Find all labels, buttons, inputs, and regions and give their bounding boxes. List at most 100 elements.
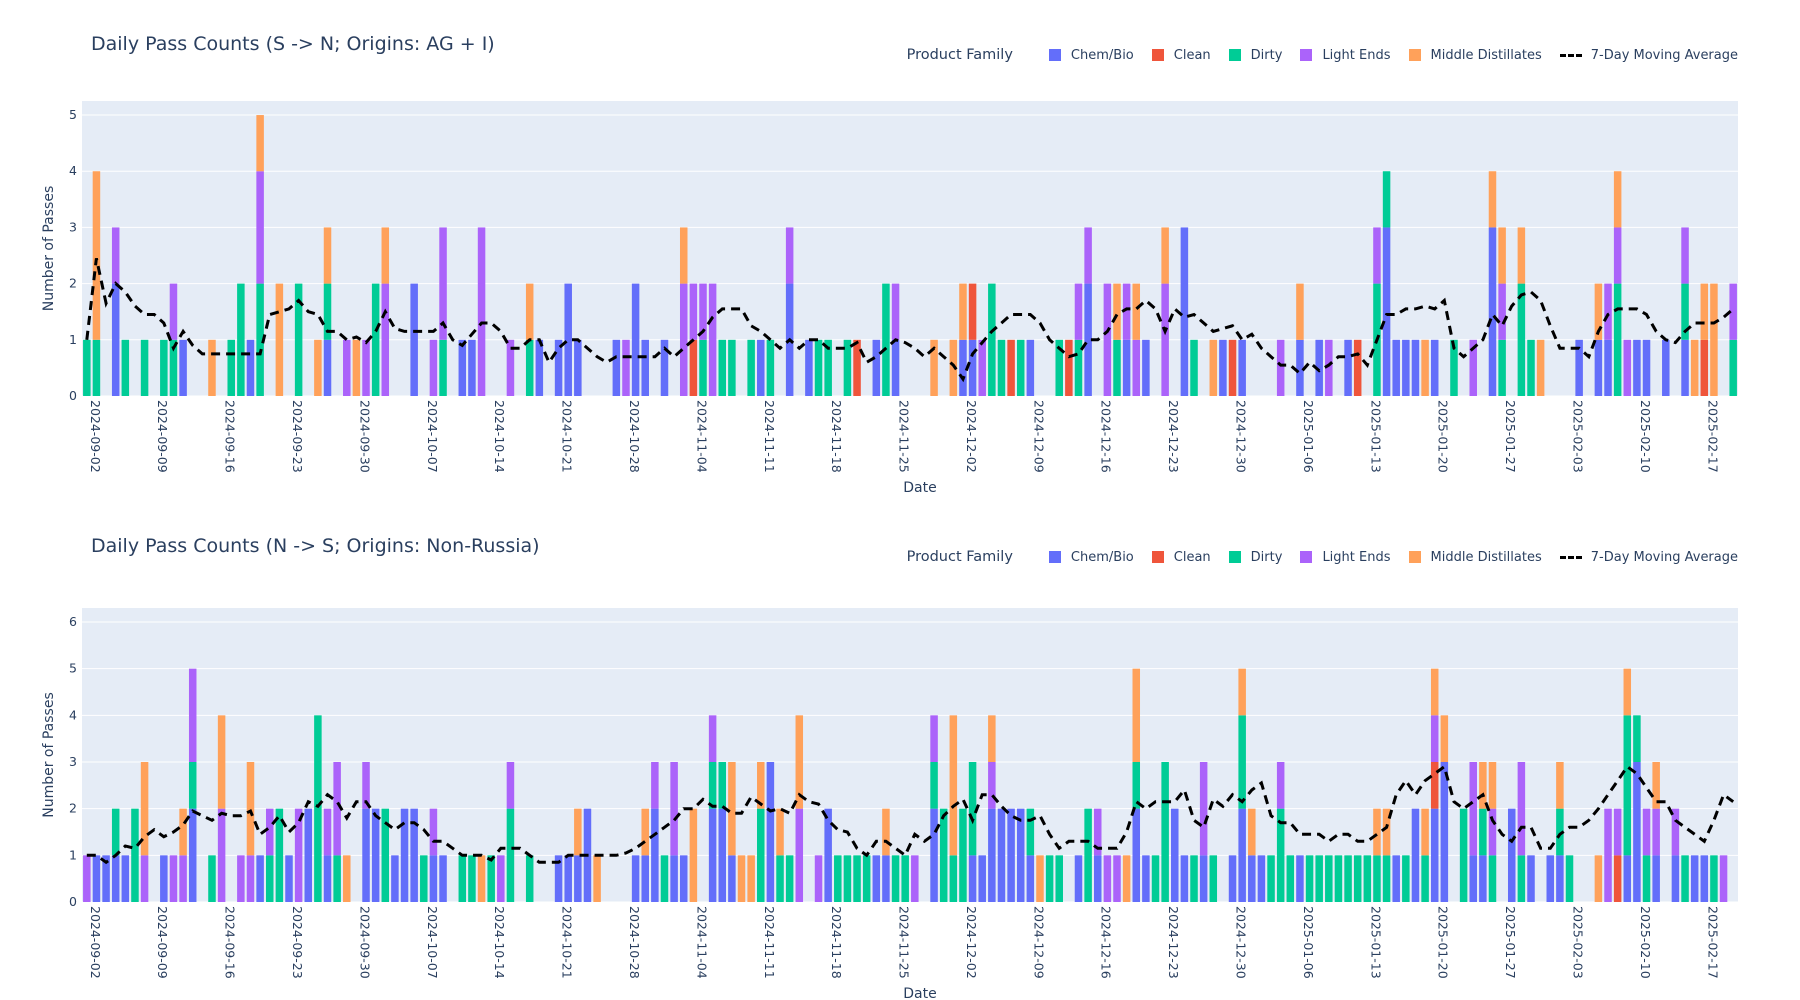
- bar-clean: [1007, 339, 1015, 396]
- bar-middle-distillates: [679, 227, 688, 284]
- bar-clean: [1613, 855, 1622, 902]
- legend-item-chem-bio[interactable]: Chem/Bio: [1048, 550, 1134, 565]
- bar-middle-distillates: [1440, 715, 1449, 762]
- x-tick-label: 2024-11-04: [694, 400, 709, 473]
- bar-chem-bio: [1382, 227, 1391, 396]
- bar-chem-bio: [766, 762, 775, 902]
- bar-chem-bio: [1633, 339, 1641, 396]
- bar-middle-distillates: [728, 762, 736, 856]
- legend-item-clean[interactable]: Clean: [1151, 550, 1211, 565]
- bar-chem-bio: [1180, 227, 1189, 396]
- x-tick-label: 2025-01-06: [1301, 400, 1316, 473]
- bar-chem-bio: [882, 855, 890, 902]
- bar-dirty: [757, 808, 765, 902]
- bar-dirty: [988, 283, 996, 396]
- legend: Product Family Chem/Bio Clean Dirty Ligh…: [907, 549, 1738, 565]
- bar-middle-distillates: [525, 283, 534, 340]
- bar-dirty: [1613, 283, 1622, 396]
- bar-chem-bio: [188, 808, 197, 902]
- bar-dirty: [1363, 855, 1372, 902]
- bar-chem-bio: [1507, 808, 1516, 902]
- bar-light-ends: [930, 715, 938, 762]
- bar-middle-distillates: [1238, 668, 1246, 716]
- bar-light-ends: [1276, 339, 1285, 396]
- legend-item-light-ends[interactable]: Light Ends: [1300, 550, 1391, 565]
- bar-chem-bio: [256, 855, 264, 902]
- bar-dirty: [371, 283, 380, 396]
- bar-middle-distillates: [574, 808, 582, 856]
- bar-dirty: [776, 855, 784, 902]
- x-tick-label: 2024-09-16: [223, 906, 238, 979]
- legend-item-moving-average[interactable]: 7-Day Moving Average: [1559, 48, 1738, 63]
- bar-light-ends: [699, 283, 707, 340]
- legend-item-middle-distillates[interactable]: Middle Distillates: [1408, 48, 1542, 63]
- bar-middle-distillates: [179, 808, 187, 856]
- bar-chem-bio: [997, 808, 1006, 902]
- bar-light-ends: [246, 855, 255, 902]
- bar-dirty: [901, 855, 909, 902]
- bar-dirty: [468, 855, 476, 902]
- x-tick-label: 2024-12-16: [1099, 906, 1114, 979]
- bar-chem-bio: [641, 855, 649, 902]
- bar-light-ends: [497, 855, 505, 902]
- bar-middle-distillates: [949, 339, 958, 396]
- bar-chem-bio: [1238, 808, 1246, 902]
- chart-plot-area: 0 1 2 3 4 5 2024-09-02 2024-09-09 2024-09-16 2024…: [41, 101, 1738, 496]
- bar-light-ends: [140, 855, 149, 902]
- bar-chem-bio: [554, 855, 563, 902]
- bar-light-ends: [1373, 227, 1381, 284]
- x-tick-label: 2024-11-25: [897, 906, 912, 979]
- bar-chem-bio: [631, 283, 640, 396]
- bar-dirty: [814, 339, 823, 396]
- bar-dirty: [381, 808, 390, 902]
- bar-middle-distillates: [352, 339, 361, 396]
- bar-chem-bio: [1546, 855, 1555, 902]
- bar-middle-distillates: [1373, 808, 1381, 856]
- y-tick-label: 1: [69, 847, 77, 862]
- bar-dirty: [487, 855, 495, 902]
- legend-item-moving-average[interactable]: 7-Day Moving Average: [1559, 550, 1738, 565]
- bar-light-ends: [169, 855, 178, 902]
- bar-middle-distillates: [246, 762, 255, 856]
- bar-chem-bio: [1594, 339, 1603, 396]
- bar-chem-bio: [1257, 855, 1266, 902]
- x-tick-label: 2025-02-10: [1638, 906, 1653, 979]
- legend-item-dirty[interactable]: Dirty: [1228, 48, 1282, 63]
- bar-dirty: [1325, 855, 1333, 902]
- bar-clean: [1700, 339, 1709, 396]
- bar-chem-bio: [1074, 855, 1083, 902]
- bar-chem-bio: [468, 339, 476, 396]
- legend-item-clean[interactable]: Clean: [1151, 48, 1211, 63]
- bar-chem-bio: [891, 339, 900, 396]
- bar-clean: [1430, 762, 1439, 809]
- bar-dirty: [1382, 855, 1391, 902]
- bar-dirty: [237, 283, 245, 396]
- bar-dirty: [111, 808, 120, 856]
- legend-item-middle-distillates[interactable]: Middle Distillates: [1408, 550, 1542, 565]
- bar-chem-bio: [410, 283, 418, 396]
- bar-dirty: [882, 283, 890, 396]
- bar-light-ends: [1719, 855, 1728, 902]
- legend-title: Product Family: [906, 549, 1013, 565]
- bar-light-ends: [1430, 715, 1439, 762]
- bar-light-ends: [1103, 283, 1112, 396]
- bar-light-ends: [111, 227, 120, 284]
- bar-chem-bio: [111, 283, 120, 396]
- bar-chem-bio: [959, 339, 967, 396]
- bar-light-ends: [429, 339, 438, 396]
- bar-chem-bio: [323, 339, 332, 396]
- bar-light-ends: [477, 227, 486, 396]
- bar-light-ends: [1103, 855, 1112, 902]
- bar-chem-bio: [1180, 855, 1189, 902]
- bar-dirty: [1084, 808, 1092, 902]
- x-tick-label: 2024-12-09: [1031, 906, 1046, 979]
- bar-chem-bio: [1026, 855, 1035, 902]
- bar-middle-distillates: [1700, 283, 1709, 340]
- bar-dirty: [1681, 855, 1689, 902]
- bar-dirty: [1305, 855, 1314, 902]
- legend-item-chem-bio[interactable]: Chem/Bio: [1048, 48, 1134, 63]
- bar-chem-bio: [1430, 808, 1439, 902]
- legend-item-dirty[interactable]: Dirty: [1228, 550, 1282, 565]
- legend-item-light-ends[interactable]: Light Ends: [1300, 48, 1391, 63]
- bar-chem-bio: [930, 808, 938, 902]
